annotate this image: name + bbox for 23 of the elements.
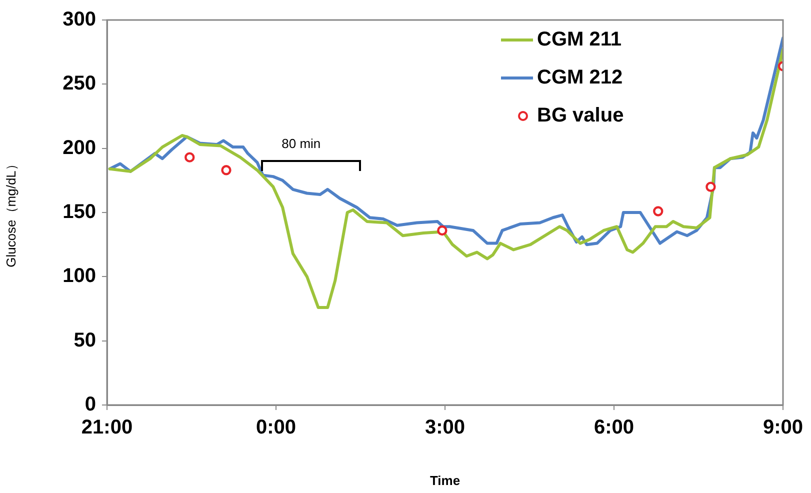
point [184, 152, 195, 162]
legend-label: CGM 212 [537, 66, 623, 89]
x-tick-label: 9:00 [762, 416, 804, 439]
y-tick-label: 0 [84, 394, 96, 416]
y-tick-label: 300 [62, 8, 96, 31]
x-axis-title: Time [430, 472, 460, 488]
y-tick-label: 250 [62, 72, 96, 95]
y-tick-label: 150 [62, 201, 96, 224]
x-tick-label: 21:00 [81, 416, 133, 439]
point [653, 206, 664, 216]
y-tick-label: 50 [74, 329, 96, 352]
x-tick-label: 3:00 [424, 416, 466, 439]
x-tick-label: 6:00 [594, 416, 634, 439]
annotation: 80 min [282, 136, 321, 152]
y-tick-label: 100 [62, 265, 96, 288]
y-axis-title: Glucose（mg/dL） [3, 158, 18, 268]
x-tick-label: 0:00 [256, 416, 296, 439]
point [437, 225, 448, 236]
y-tick-label: 200 [62, 136, 96, 159]
legend-label: CGM 211 [537, 28, 622, 51]
point [221, 165, 232, 176]
point [706, 182, 716, 192]
legend-label: BG value [537, 104, 624, 127]
